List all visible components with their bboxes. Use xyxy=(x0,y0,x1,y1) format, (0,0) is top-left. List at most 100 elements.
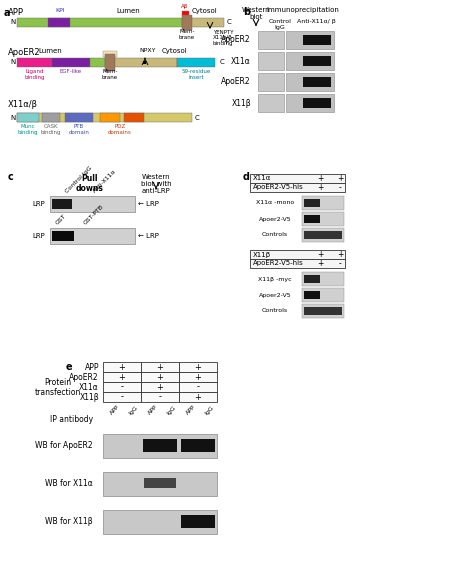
Bar xyxy=(304,215,320,223)
Text: GST: GST xyxy=(55,214,67,226)
Bar xyxy=(115,58,177,67)
Bar xyxy=(141,392,179,402)
Bar xyxy=(304,199,320,207)
Text: c: c xyxy=(8,172,14,182)
Bar xyxy=(258,94,284,112)
Text: LRP: LRP xyxy=(32,201,45,207)
Text: +: + xyxy=(317,174,323,183)
Bar xyxy=(303,56,331,66)
Bar xyxy=(141,372,179,382)
Text: Western
blot: Western blot xyxy=(242,7,270,20)
Text: GST-PTB: GST-PTB xyxy=(82,204,104,226)
Text: +: + xyxy=(317,183,323,192)
Bar xyxy=(103,434,217,458)
Bar xyxy=(286,31,334,49)
Text: KPI: KPI xyxy=(55,8,65,13)
Text: Anti-X11α/ β: Anti-X11α/ β xyxy=(297,19,336,24)
Text: -: - xyxy=(158,392,162,402)
Bar xyxy=(103,510,217,534)
Text: ApoER2: ApoER2 xyxy=(221,77,251,86)
Text: +: + xyxy=(156,373,164,382)
Text: +: + xyxy=(194,392,201,402)
Text: ApoER2: ApoER2 xyxy=(8,48,41,57)
Bar xyxy=(258,31,284,49)
Bar xyxy=(302,304,344,318)
Bar xyxy=(17,113,39,122)
Text: Lumen: Lumen xyxy=(38,48,62,54)
Text: Ligand
binding: Ligand binding xyxy=(25,69,45,80)
Text: N: N xyxy=(10,19,15,26)
Bar xyxy=(303,98,331,108)
Text: Lumen: Lumen xyxy=(116,8,140,14)
Bar xyxy=(182,15,192,30)
Text: WB for ApoER2: WB for ApoER2 xyxy=(36,441,93,450)
Text: +: + xyxy=(118,362,126,371)
Bar xyxy=(302,288,344,302)
Bar xyxy=(48,18,70,27)
Text: APP: APP xyxy=(109,404,120,416)
Text: X11α -mono: X11α -mono xyxy=(256,201,294,206)
Text: a: a xyxy=(4,8,10,18)
Text: 59-residue
insert: 59-residue insert xyxy=(182,69,210,80)
Bar xyxy=(143,439,177,452)
Bar xyxy=(103,382,141,392)
Text: ← LRP: ← LRP xyxy=(138,233,159,239)
Text: ApoER2-V5-his: ApoER2-V5-his xyxy=(253,185,304,190)
Text: e: e xyxy=(66,362,73,372)
Text: APP: APP xyxy=(84,362,99,371)
Text: EGF-like: EGF-like xyxy=(60,69,82,74)
Bar xyxy=(103,472,217,496)
Bar xyxy=(17,18,182,27)
Text: X11β -myc: X11β -myc xyxy=(258,277,292,282)
Bar xyxy=(304,231,342,239)
Bar xyxy=(105,54,115,71)
Text: +: + xyxy=(156,382,164,391)
Bar xyxy=(124,113,144,122)
Bar xyxy=(103,392,141,402)
Text: C: C xyxy=(195,115,200,120)
Bar xyxy=(182,11,189,16)
Bar xyxy=(250,183,345,192)
Text: APP: APP xyxy=(147,404,159,416)
Text: YENPTY: YENPTY xyxy=(213,30,234,35)
Text: ApoER2-V5-his: ApoER2-V5-his xyxy=(253,261,304,266)
Bar xyxy=(90,58,105,67)
Text: -: - xyxy=(338,183,341,192)
Text: X11α/β: X11α/β xyxy=(8,100,38,109)
Text: Controls: Controls xyxy=(262,308,288,314)
Bar xyxy=(103,372,141,382)
Text: PTB
domain: PTB domain xyxy=(69,124,90,135)
Text: +: + xyxy=(194,362,201,371)
Text: Protein
transfection: Protein transfection xyxy=(35,378,81,398)
Bar xyxy=(302,228,344,242)
Text: Anti-X11α: Anti-X11α xyxy=(92,169,118,194)
Bar xyxy=(302,196,344,210)
Text: Mem-
brane: Mem- brane xyxy=(179,29,195,40)
Text: ← LRP: ← LRP xyxy=(138,201,159,207)
Bar xyxy=(192,18,224,27)
Text: Apoer2-V5: Apoer2-V5 xyxy=(259,216,292,222)
Text: Cytosol: Cytosol xyxy=(162,48,188,54)
Text: IgG: IgG xyxy=(166,405,177,416)
Bar xyxy=(181,439,215,452)
Bar xyxy=(303,35,331,45)
Text: APP: APP xyxy=(185,404,197,416)
Text: X11α: X11α xyxy=(231,56,251,65)
Text: ApoER2: ApoER2 xyxy=(69,373,99,382)
Bar xyxy=(42,113,60,122)
Text: +: + xyxy=(317,259,323,268)
Bar xyxy=(250,250,345,259)
Text: +: + xyxy=(337,174,343,183)
Text: X11β: X11β xyxy=(253,252,271,257)
Bar xyxy=(103,51,117,57)
Text: IgG: IgG xyxy=(204,405,215,416)
Bar xyxy=(179,362,217,372)
Text: IP antibody: IP antibody xyxy=(50,416,93,424)
Text: +: + xyxy=(317,250,323,259)
Bar xyxy=(286,94,334,112)
Bar xyxy=(250,174,345,183)
Text: N: N xyxy=(10,60,15,65)
Bar xyxy=(258,73,284,91)
Text: LRP: LRP xyxy=(32,233,45,239)
Bar xyxy=(179,392,217,402)
